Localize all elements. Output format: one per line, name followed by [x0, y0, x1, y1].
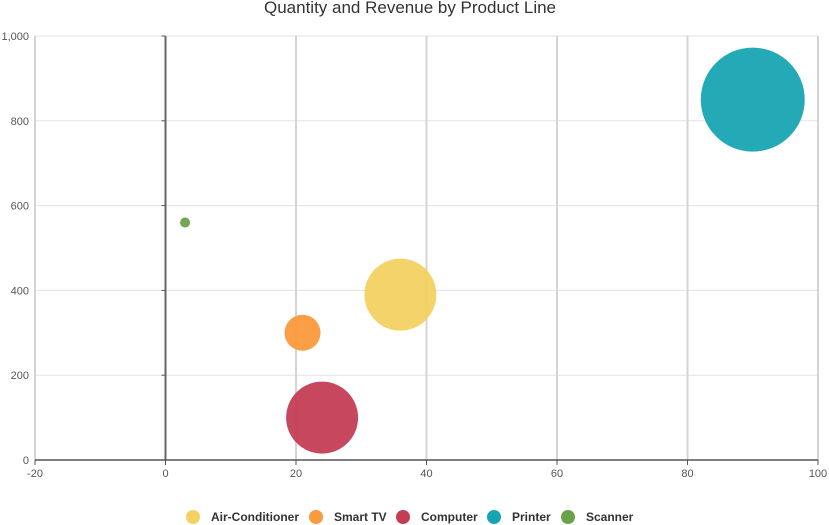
legend-item-computer[interactable]: Computer	[396, 510, 478, 524]
x-tick-label: 20	[290, 468, 302, 480]
grid	[34, 35, 819, 460]
x-tick-label: 100	[809, 468, 827, 480]
x-tick-label: 0	[162, 468, 168, 480]
legend-marker-icon	[561, 510, 575, 524]
x-tick-label: 60	[551, 468, 563, 480]
x-tick-label: 80	[681, 468, 693, 480]
bubble-smart-tv[interactable]	[284, 314, 321, 351]
y-tick-label: 800	[11, 116, 29, 128]
legend-label: Printer	[512, 510, 551, 524]
bubble-computer[interactable]	[286, 381, 359, 454]
bubble-scanner[interactable]	[180, 217, 191, 228]
legend-item-air-conditioner[interactable]: Air-Conditioner	[186, 510, 299, 524]
legend-marker-icon	[396, 510, 410, 524]
y-tick-label: 400	[11, 285, 29, 297]
legend-item-smart-tv[interactable]: Smart TV	[309, 510, 387, 524]
legend-label: Air-Conditioner	[211, 510, 299, 524]
legend-marker-icon	[309, 510, 323, 524]
legend-marker-icon	[186, 510, 200, 524]
chart-title: Quantity and Revenue by Product Line	[264, 0, 556, 17]
y-tick-label: 1,000	[1, 31, 29, 43]
legend-label: Computer	[421, 510, 478, 524]
legend-label: Scanner	[586, 510, 634, 524]
x-tick-label: 40	[420, 468, 432, 480]
legend[interactable]: Air-Conditioner Smart TV Computer Printer Sc…	[186, 510, 634, 524]
y-tick-label: 0	[23, 455, 29, 467]
legend-marker-icon	[487, 510, 501, 524]
legend-item-printer[interactable]: Printer	[487, 510, 551, 524]
bubble-printer[interactable]	[700, 47, 805, 152]
y-tick-label: 600	[11, 201, 29, 213]
bubble-air-conditioner[interactable]	[364, 258, 437, 331]
x-tick-label: -20	[27, 468, 43, 480]
y-tick-label: 200	[11, 370, 29, 382]
legend-label: Smart TV	[334, 510, 387, 524]
bubbles	[180, 47, 805, 454]
legend-item-scanner[interactable]: Scanner	[561, 510, 634, 524]
